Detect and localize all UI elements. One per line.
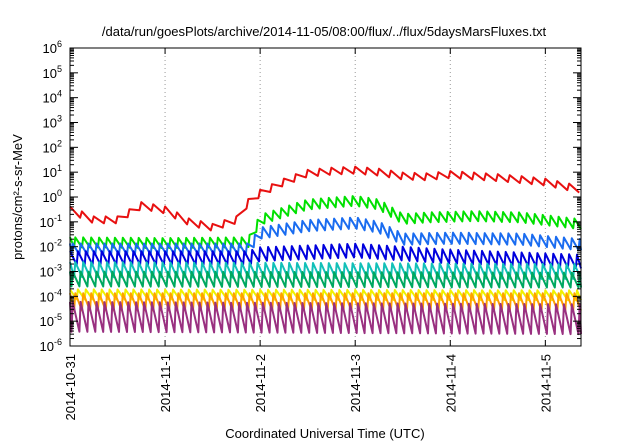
series-line	[69, 292, 582, 312]
y-axis-label: protons/cm²-s-sr-MeV	[10, 134, 25, 260]
series-line	[69, 261, 582, 280]
series-line	[69, 300, 582, 336]
y-tick-label: 10-1	[40, 213, 62, 230]
series-line	[69, 242, 582, 270]
y-tick-label: 104	[43, 89, 62, 106]
y-tick-label: 106	[43, 39, 62, 56]
y-tick-label: 10-3	[40, 263, 62, 280]
y-tick-label: 101	[43, 163, 62, 180]
y-tick-label: 10-4	[40, 287, 62, 304]
x-tick-label: 2014-11-1	[158, 354, 173, 412]
series-line	[69, 288, 582, 302]
x-tick-label: 2014-11-5	[538, 354, 553, 412]
series-line	[69, 195, 582, 249]
y-axis: 10-6 10-5 10-4 10-3 10-2 10-1 100 101 102 103 104 1…	[40, 39, 581, 354]
x-axis: 2014-10-31 2014-11-1 2014-11-2 2014-11-3 201…	[63, 48, 553, 421]
series-group	[69, 165, 582, 336]
y-tick-label: 10-2	[40, 238, 62, 255]
y-tick-label: 105	[43, 64, 62, 81]
x-tick-label: 2014-10-31	[63, 354, 78, 421]
y-tick-label: 103	[43, 114, 62, 131]
x-tick-label: 2014-11-3	[348, 354, 363, 412]
chart-title: /data/run/goesPlots/archive/2014-11-05/0…	[102, 24, 547, 39]
series-line	[69, 165, 580, 232]
y-tick-label: 102	[43, 138, 62, 155]
x-axis-label: Coordinated Universal Time (UTC)	[225, 426, 424, 441]
x-tick-label: 2014-11-4	[443, 354, 458, 412]
y-tick-label: 10-5	[40, 312, 62, 329]
series-line	[69, 270, 582, 289]
y-tick-label: 10-6	[40, 337, 62, 354]
series-line	[69, 216, 582, 256]
y-tick-label: 100	[43, 188, 62, 205]
x-tick-label: 2014-11-2	[253, 354, 268, 412]
